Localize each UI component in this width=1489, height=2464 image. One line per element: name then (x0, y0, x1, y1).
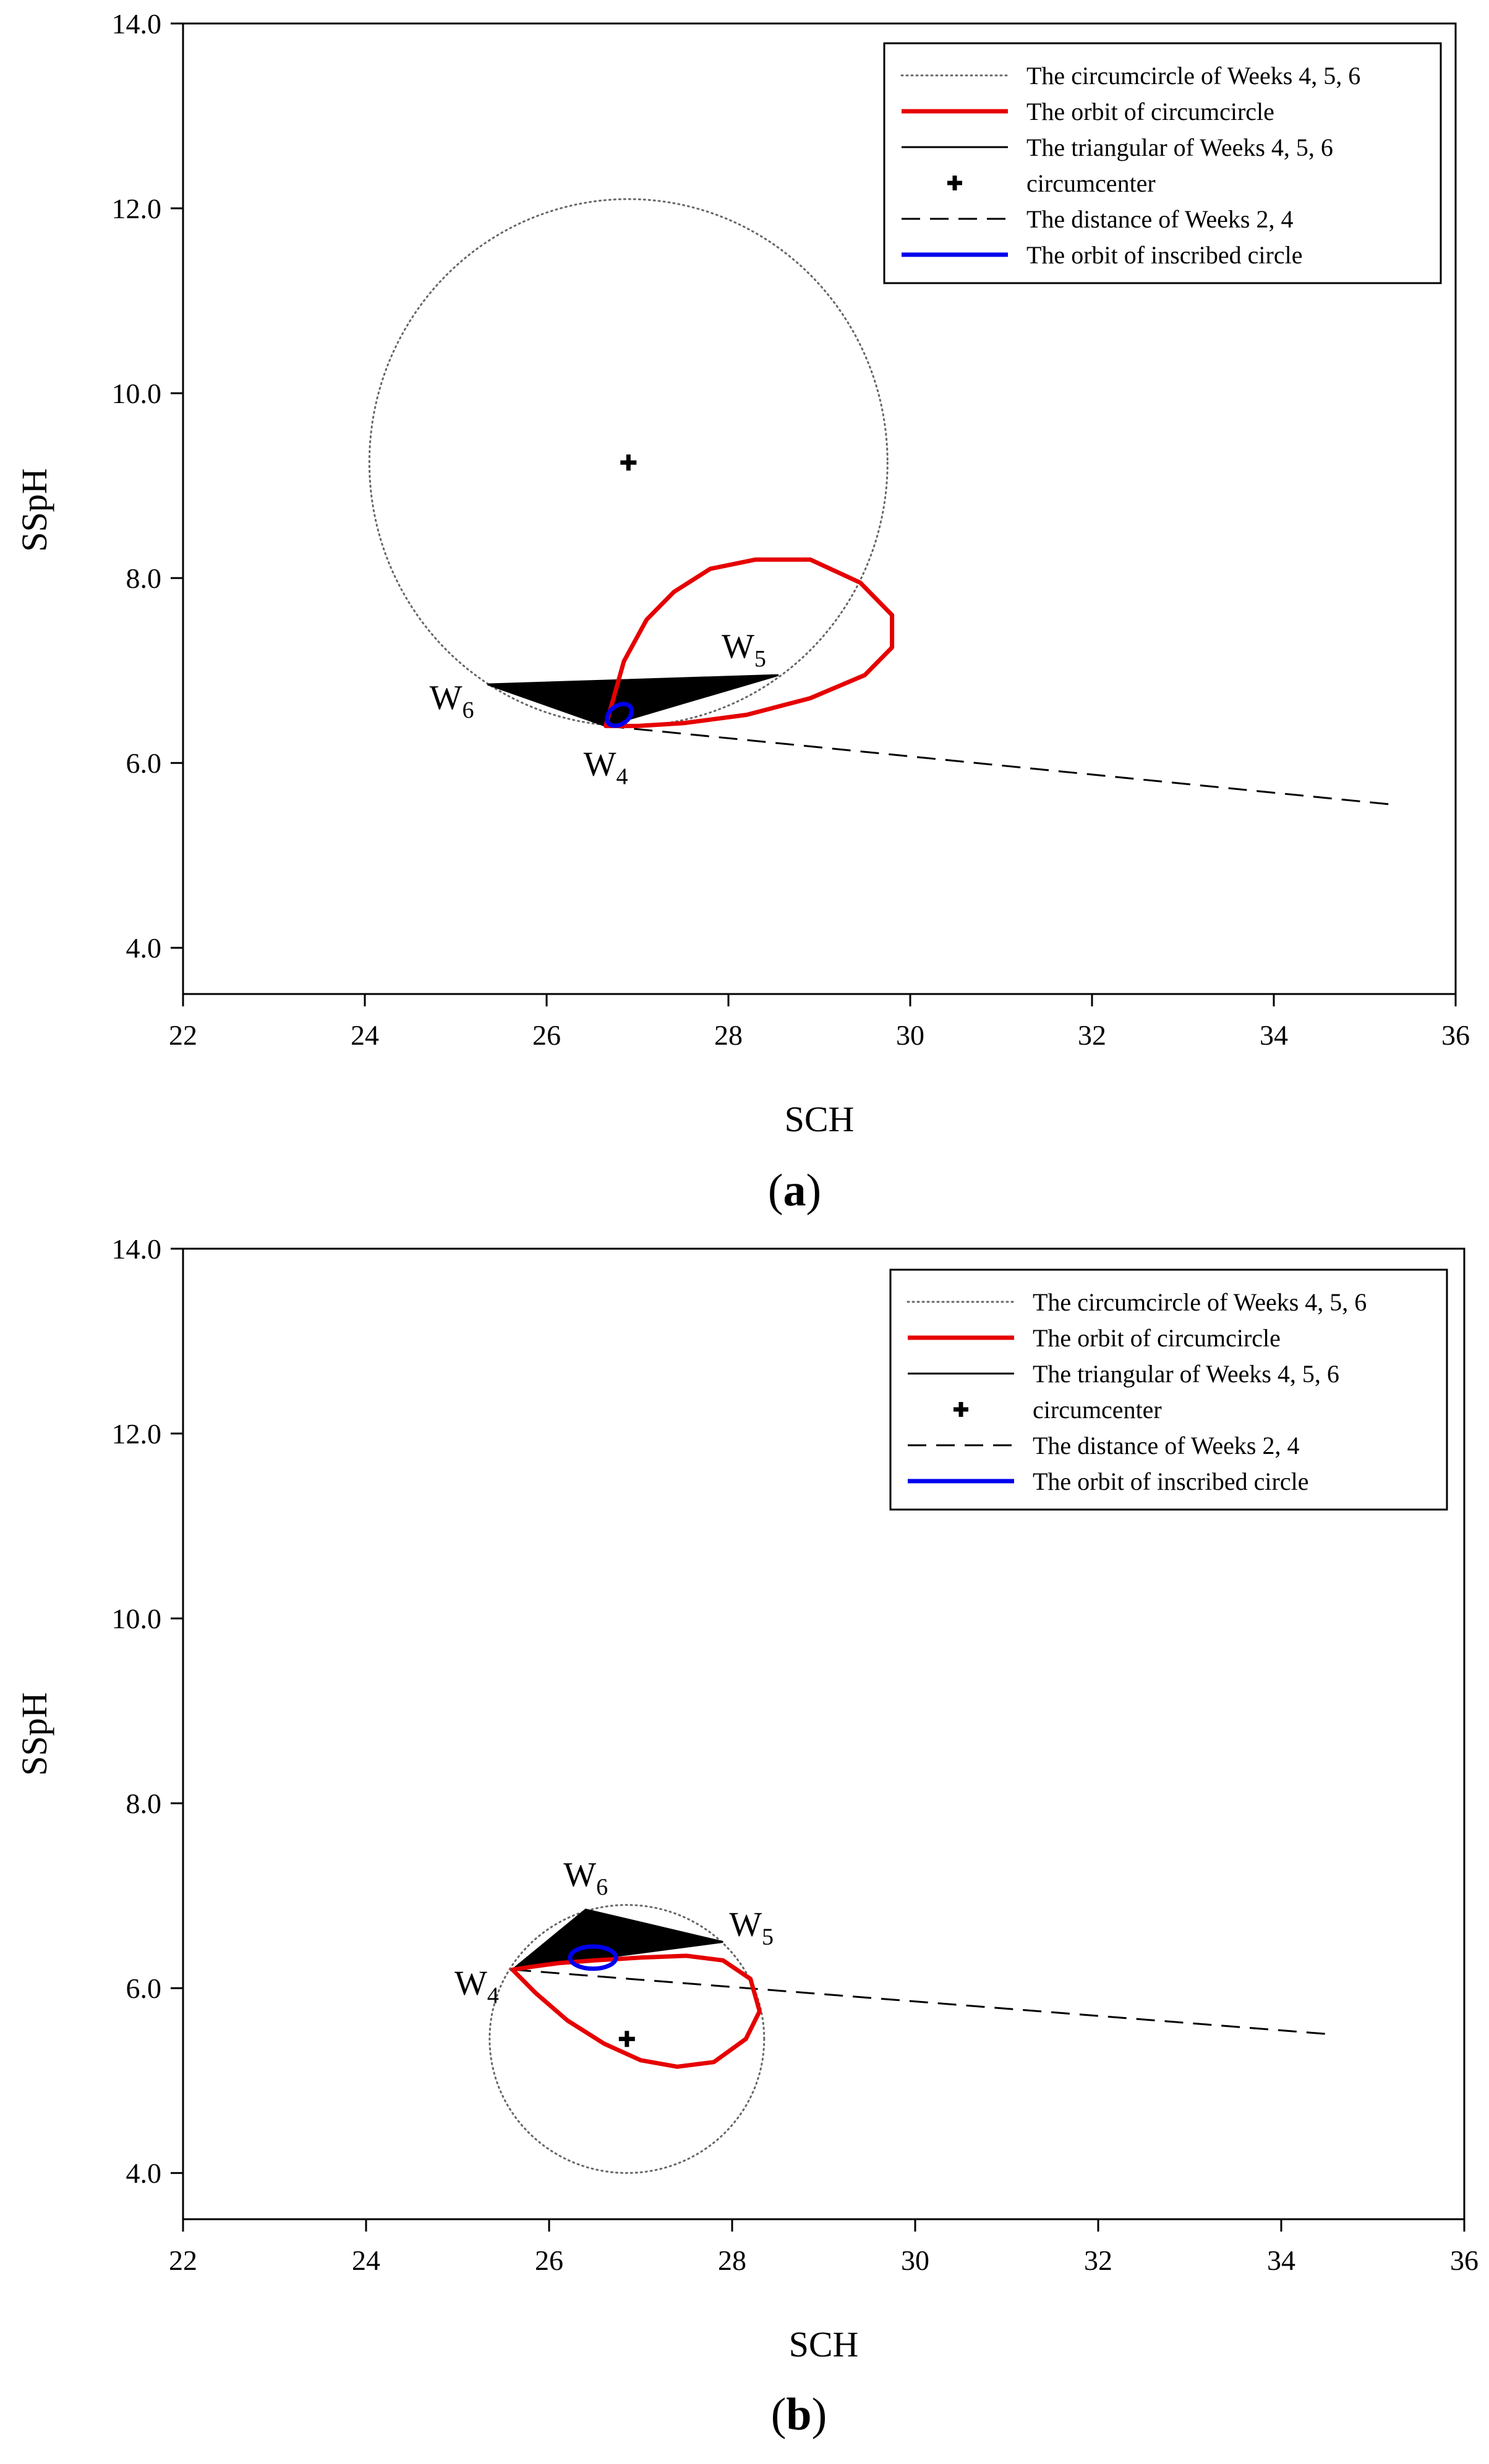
x-tick-label: 36 (1450, 2245, 1478, 2276)
x-tick-label: 22 (169, 2245, 197, 2276)
week-label-W4: W4 (584, 745, 628, 789)
y-tick-label: 6.0 (126, 747, 162, 779)
x-tick-label: 30 (901, 2245, 929, 2276)
y-tick-label: 6.0 (126, 1973, 162, 2004)
week-label-letter: W (563, 1856, 596, 1894)
y-axis-title: SSpH (14, 1692, 54, 1775)
orbit-circumcircle-series (604, 557, 895, 728)
week-label-subscript: 5 (754, 646, 766, 672)
x-tick-label: 30 (896, 1019, 924, 1051)
y-tick-label: 14.0 (112, 1233, 162, 1265)
distance-series (512, 1968, 1332, 2036)
legend-label-circumcenter: circumcenter (1033, 1396, 1162, 1424)
x-tick-label: 26 (535, 2245, 563, 2276)
legend-label-distance: The distance of Weeks 2, 4 (1033, 1432, 1299, 1459)
week-label-W5: W5 (722, 627, 766, 672)
triangle-series (487, 674, 779, 727)
week-label-letter: W (722, 627, 754, 666)
x-tick-label: 28 (718, 2245, 746, 2276)
circumcenter-marker (620, 454, 637, 471)
legend: The circumcircle of Weeks 4, 5, 6 The orb… (883, 42, 1442, 284)
plot-frame (182, 1247, 1466, 2220)
legend-label-orbit_circumcircle: The orbit of circumcircle (1026, 98, 1274, 125)
y-tick-label: 14.0 (112, 8, 162, 40)
panel-b: 22 24 26 28 30 32 34 36 4.0 6.0 8.0 10.0 12.0 14.0 SCH… (14, 1233, 1478, 2440)
panel-label: (a) (768, 1165, 821, 1216)
x-tick-label: 24 (352, 2245, 380, 2276)
week-label-W4: W4 (454, 1964, 499, 2008)
week-label-subscript: 5 (762, 1924, 774, 1950)
x-tick-label: 28 (714, 1019, 743, 1051)
x-tick-label: 36 (1441, 1019, 1470, 1051)
panel-a: 22 24 26 28 30 32 34 36 4.0 6.0 8.0 10.0 12.0 14.0 SCH… (14, 8, 1470, 1216)
y-tick-label: 8.0 (126, 563, 162, 594)
y-tick-label: 10.0 (112, 1603, 162, 1634)
week-label-W6: W6 (563, 1856, 608, 1900)
distance-series (605, 724, 1393, 805)
circumcircle-series (489, 1904, 766, 2174)
legend-label-triangle: The triangular of Weeks 4, 5, 6 (1026, 134, 1333, 161)
panel-letter: a (783, 1165, 806, 1216)
legend-label-orbit_circumcircle: The orbit of circumcircle (1033, 1324, 1281, 1352)
x-tick-label: 34 (1267, 2245, 1295, 2276)
legend-frame (889, 1268, 1448, 1511)
week-label-letter: W (584, 745, 617, 783)
legend-swatch-circumcenter (954, 1402, 968, 1417)
week-label-W6: W6 (430, 679, 474, 723)
legend-swatch-circumcenter (947, 176, 962, 190)
legend-label-circumcircle: The circumcircle of Weeks 4, 5, 6 (1026, 62, 1360, 90)
y-tick-label: 8.0 (126, 1788, 162, 1819)
x-axis-title: SCH (785, 1099, 855, 1139)
x-tick-label: 32 (1078, 1019, 1106, 1051)
panel-label: (b) (771, 2389, 827, 2440)
week-label-subscript: 6 (462, 697, 474, 723)
week-label-subscript: 4 (616, 763, 628, 789)
legend-label-distance: The distance of Weeks 2, 4 (1026, 205, 1293, 233)
week-label-subscript: 6 (596, 1874, 608, 1900)
y-tick-label: 4.0 (126, 2157, 162, 2189)
orbit-circumcircle-series (510, 1953, 762, 2069)
legend-label-circumcenter: circumcenter (1026, 169, 1156, 197)
week-label-letter: W (430, 679, 463, 717)
week-label-letter: W (454, 1964, 487, 2002)
x-tick-label: 26 (532, 1019, 561, 1051)
week-label-subscript: 4 (487, 1982, 499, 2008)
circumcenter-marker (618, 2031, 635, 2047)
legend: The circumcircle of Weeks 4, 5, 6 The orb… (889, 1268, 1448, 1511)
legend-label-orbit_inscribed: The orbit of inscribed circle (1026, 241, 1302, 269)
week-label-letter: W (729, 1905, 762, 1944)
x-tick-label: 34 (1260, 1019, 1288, 1051)
x-tick-label: 32 (1084, 2245, 1112, 2276)
panel-letter: b (786, 2389, 811, 2440)
y-axis-title: SSpH (14, 468, 54, 551)
x-tick-label: 22 (169, 1019, 197, 1051)
orbit-inscribed-series (568, 1944, 618, 1971)
legend-label-triangle: The triangular of Weeks 4, 5, 6 (1033, 1360, 1339, 1388)
y-tick-label: 12.0 (112, 1418, 162, 1450)
y-tick-label: 12.0 (112, 193, 162, 224)
x-tick-label: 24 (351, 1019, 379, 1051)
legend-label-orbit_inscribed: The orbit of inscribed circle (1033, 1468, 1308, 1495)
y-tick-label: 4.0 (126, 932, 162, 964)
y-tick-label: 10.0 (112, 378, 162, 409)
legend-frame (883, 42, 1442, 284)
legend-label-circumcircle: The circumcircle of Weeks 4, 5, 6 (1033, 1288, 1367, 1316)
orbit-inscribed-series (605, 702, 634, 728)
week-label-W5: W5 (729, 1905, 774, 1950)
x-axis-title: SCH (789, 2324, 859, 2364)
plot-frame (182, 22, 1457, 995)
